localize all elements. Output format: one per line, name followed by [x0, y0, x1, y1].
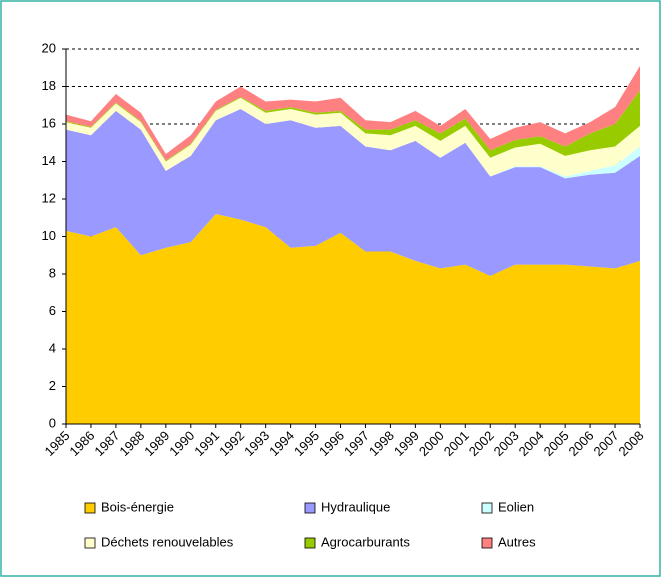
y-tick-label: 12 — [42, 190, 56, 205]
y-tick-label: 20 — [42, 40, 56, 55]
y-tick-label: 8 — [49, 265, 56, 280]
y-tick-label: 4 — [49, 340, 56, 355]
legend-swatch — [84, 537, 96, 549]
legend-swatch — [84, 502, 96, 514]
legend-swatch — [304, 537, 316, 549]
legend-label: Déchets renouvelables — [101, 534, 234, 549]
legend-label: Autres — [498, 534, 536, 549]
y-tick-label: 14 — [42, 153, 56, 168]
y-tick-label: 0 — [49, 415, 56, 430]
y-tick-label: 2 — [49, 378, 56, 393]
legend-label: Bois-énergie — [101, 499, 174, 514]
area — [66, 214, 640, 424]
legend-label: Hydraulique — [321, 499, 390, 514]
area — [66, 97, 640, 177]
legend-label: Eolien — [498, 499, 534, 514]
y-tick-label: 6 — [49, 303, 56, 318]
legend-swatch — [304, 502, 316, 514]
legend-swatch — [481, 502, 493, 514]
area — [66, 65, 640, 161]
area — [66, 109, 640, 276]
y-tick-label: 10 — [42, 228, 56, 243]
legend-swatch — [481, 537, 493, 549]
legend-label: Agrocarburants — [321, 534, 410, 549]
y-tick-label: 18 — [42, 78, 56, 93]
y-tick-label: 16 — [42, 115, 56, 130]
